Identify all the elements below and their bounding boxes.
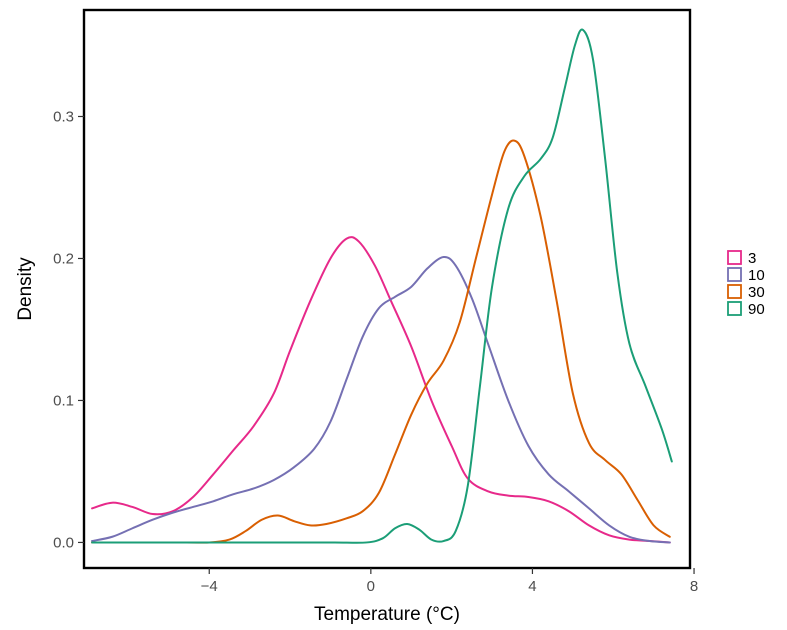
- x-axis: −4 0 4 8: [201, 568, 698, 595]
- y-tick-label: 0.1: [53, 392, 74, 409]
- x-tick-label: −4: [201, 578, 218, 595]
- x-tick-label: 0: [367, 578, 375, 595]
- series-line-3: [91, 236, 671, 544]
- x-tick-label: 8: [690, 578, 698, 595]
- series-layer: [91, 28, 673, 544]
- series-line-30: [91, 139, 671, 544]
- series-line-10: [91, 256, 671, 544]
- y-tick-label: 0.2: [53, 250, 74, 267]
- x-tick-label: 4: [528, 578, 536, 595]
- legend-label-90: 90: [748, 301, 765, 318]
- legend-key-3: [727, 250, 742, 265]
- legend-label-10: 10: [748, 267, 765, 284]
- series-line-90: [91, 28, 673, 544]
- legend-label-3: 3: [748, 250, 756, 267]
- y-tick-label: 0.0: [53, 534, 74, 551]
- legend-key-90: [727, 301, 742, 316]
- plot-panel: [82, 8, 692, 570]
- y-tick-label: 0.3: [53, 108, 74, 125]
- legend-key-30: [727, 284, 742, 299]
- x-axis-title: Temperature (°C): [314, 604, 460, 625]
- y-axis-title: Density: [15, 257, 36, 321]
- legend-label-30: 30: [748, 284, 765, 301]
- legend-key-10: [727, 267, 742, 282]
- y-axis: 0.0 0.1 0.2 0.3: [53, 108, 84, 551]
